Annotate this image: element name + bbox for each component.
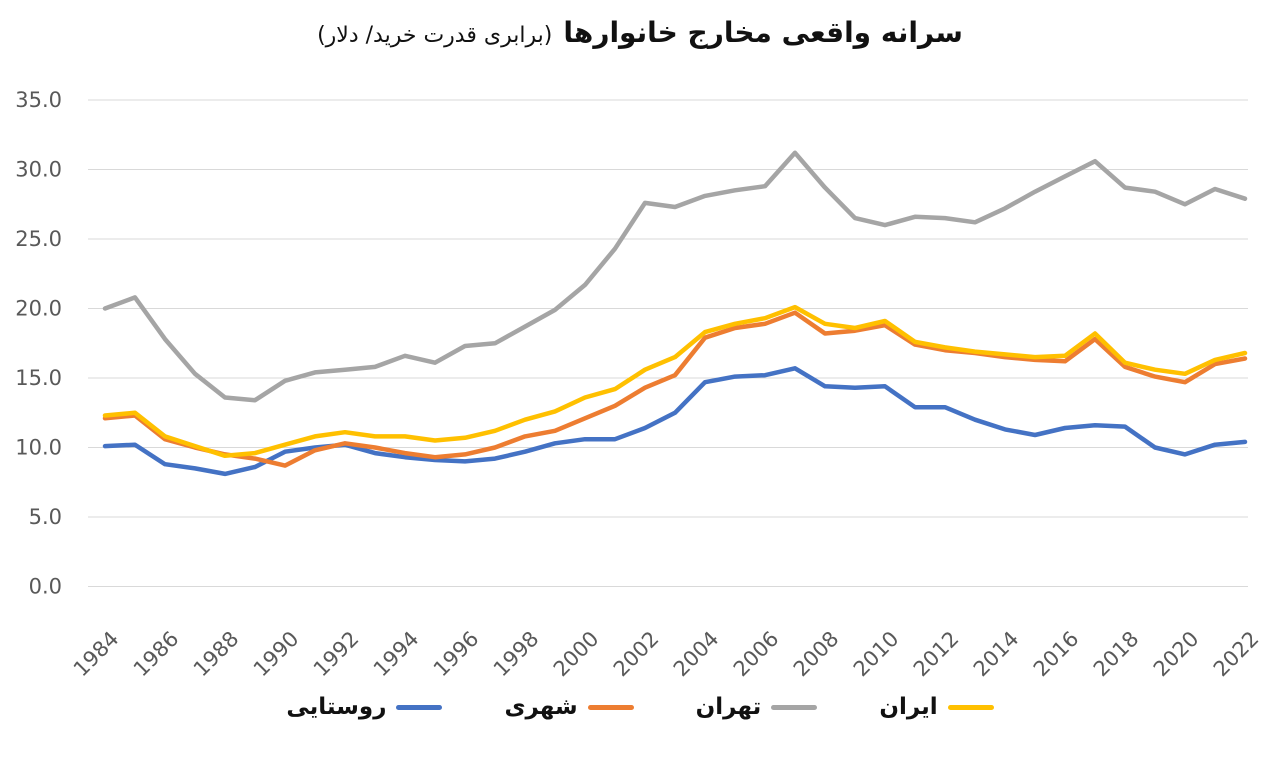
x-axis-tick-label: 2006 bbox=[729, 627, 784, 682]
x-axis-tick-label: 2002 bbox=[609, 627, 664, 682]
x-axis-tick-label: 2008 bbox=[789, 627, 844, 682]
y-axis-tick-label: 5.0 bbox=[29, 505, 62, 529]
y-axis-tick-label: 0.0 bbox=[29, 575, 62, 599]
y-axis-tick-label: 30.0 bbox=[15, 158, 62, 182]
series-line-iran bbox=[102, 304, 1248, 459]
x-axis-tick-label: 2016 bbox=[1029, 627, 1084, 682]
legend-label-tehran: تهران bbox=[695, 694, 762, 720]
chart-title: سرانه واقعی مخارج خانوارها (برابری قدرت … bbox=[0, 16, 1280, 49]
x-axis-tick-label: 2010 bbox=[849, 627, 904, 682]
legend-line-swatch-iran bbox=[947, 704, 994, 710]
y-axis-tick-label: 35.0 bbox=[15, 88, 62, 112]
legend-line-swatch-rural bbox=[396, 704, 443, 710]
legend-item-urban: شهری bbox=[504, 694, 634, 720]
x-axis-tick-label: 2018 bbox=[1089, 627, 1144, 682]
chart-title-main: سرانه واقعی مخارج خانوارها bbox=[563, 16, 963, 49]
legend-item-iran: ایران bbox=[879, 694, 994, 720]
chart-legend: ایران تهران شهری روستایی bbox=[0, 694, 1280, 720]
series-line-tehran bbox=[102, 150, 1248, 403]
y-axis-tick-label: 10.0 bbox=[15, 436, 62, 460]
x-axis-tick-label: 2012 bbox=[909, 627, 964, 682]
x-axis-tick-label: 2000 bbox=[549, 627, 604, 682]
legend-line-swatch-tehran bbox=[771, 704, 818, 710]
x-axis-tick-label: 2014 bbox=[969, 627, 1024, 682]
x-axis-tick-label: 1984 bbox=[69, 627, 124, 682]
x-axis-tick-label: 1992 bbox=[309, 627, 364, 682]
x-axis-tick-label: 1998 bbox=[489, 627, 544, 682]
y-axis-tick-label: 15.0 bbox=[15, 366, 62, 390]
x-axis-tick-label: 1988 bbox=[189, 627, 244, 682]
series-line-urban bbox=[102, 310, 1248, 468]
legend-item-rural: روستایی bbox=[286, 694, 443, 720]
legend-label-iran: ایران bbox=[879, 694, 938, 720]
x-axis-tick-label: 2022 bbox=[1209, 627, 1264, 682]
x-axis-tick-label: 1994 bbox=[369, 627, 424, 682]
x-axis-tick-label: 1986 bbox=[129, 627, 184, 682]
series-line-rural bbox=[102, 366, 1248, 477]
legend-label-rural: روستایی bbox=[286, 694, 387, 720]
x-axis-tick-label: 2004 bbox=[669, 627, 724, 682]
x-axis-tick-label: 1996 bbox=[429, 627, 484, 682]
x-axis-tick-label: 1990 bbox=[249, 627, 304, 682]
chart-title-subtitle: (برابری قدرت خرید/ دلار) bbox=[317, 23, 553, 48]
legend-item-tehran: تهران bbox=[696, 694, 818, 720]
legend-label-urban: شهری bbox=[504, 694, 578, 720]
legend-line-swatch-urban bbox=[587, 704, 634, 710]
y-axis-tick-label: 20.0 bbox=[15, 297, 62, 321]
y-axis-tick-label: 25.0 bbox=[15, 227, 62, 251]
x-axis-tick-label: 2020 bbox=[1149, 627, 1204, 682]
